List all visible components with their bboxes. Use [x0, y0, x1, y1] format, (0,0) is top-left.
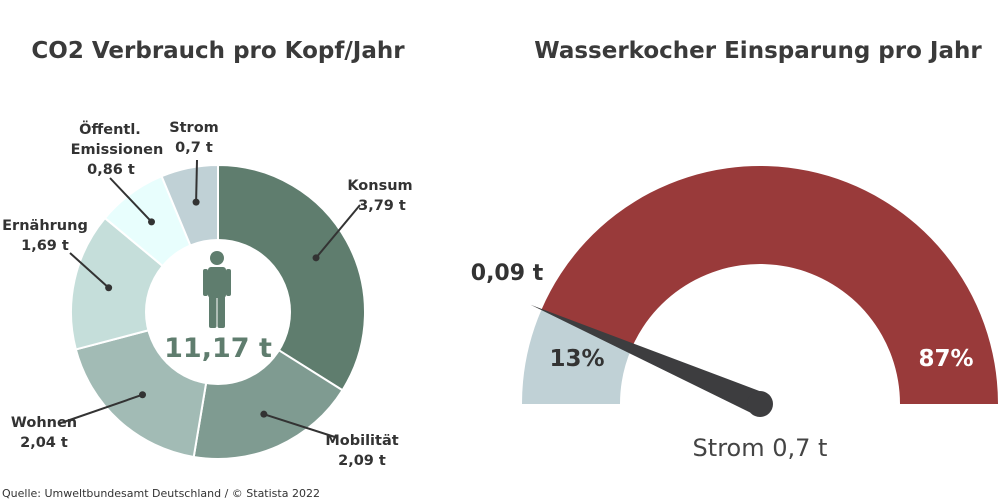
- slice-value-wohnen: 2,04 t: [20, 435, 68, 451]
- slice-value-konsum: 3,79 t: [358, 198, 406, 214]
- gauge-segment-87: [541, 165, 998, 404]
- slice-label-strom: Strom: [169, 120, 219, 136]
- slice-value-oeffentl: 0,86 t: [87, 162, 135, 178]
- leader-lines: [57, 159, 361, 439]
- donut-total-label: 11,17 t: [164, 333, 272, 364]
- gauge-caption: Strom 0,7 t: [693, 434, 828, 462]
- slice-label-mobilitaet: Mobilität: [325, 433, 398, 449]
- gauge-segment-label-87: 87%: [918, 346, 973, 372]
- gauge-needle: [530, 304, 773, 417]
- leader-line-ernaehrung: [69, 252, 110, 289]
- gauge-needle-hub: [747, 391, 773, 417]
- slice-label-oeffentl-line1: Öffentl.: [79, 120, 141, 138]
- leader-line-oeffentl: [109, 177, 153, 223]
- slice-value-ernaehrung: 1,69 t: [21, 238, 69, 254]
- slice-label-ernaehrung: Ernährung: [2, 218, 88, 234]
- slice-label-oeffentl-line2: Emissionen: [71, 142, 164, 158]
- leader-line-mobilitaet: [263, 413, 339, 439]
- donut-chart-title: CO2 Verbrauch pro Kopf/Jahr: [31, 38, 405, 64]
- slice-value-mobilitaet: 2,09 t: [338, 453, 386, 469]
- slice-label-wohnen: Wohnen: [11, 415, 77, 431]
- leader-line-konsum: [315, 204, 361, 259]
- gauge-chart-title: Wasserkocher Einsparung pro Jahr: [534, 38, 982, 64]
- gauge-segment-13: [522, 309, 632, 404]
- gauge-segment-label-13: 13%: [549, 346, 604, 372]
- source-note: Quelle: Umweltbundesamt Deutschland / © …: [2, 487, 320, 500]
- slice-label-konsum: Konsum: [347, 178, 412, 194]
- slice-value-strom: 0,7 t: [175, 140, 213, 156]
- gauge-chart: [522, 165, 998, 404]
- leader-line-strom: [195, 159, 198, 203]
- leader-line-wohnen: [57, 393, 143, 425]
- person-icon: [203, 251, 231, 328]
- gauge-needle-body: [530, 304, 765, 416]
- gauge-pointer-label: 0,09 t: [471, 261, 544, 286]
